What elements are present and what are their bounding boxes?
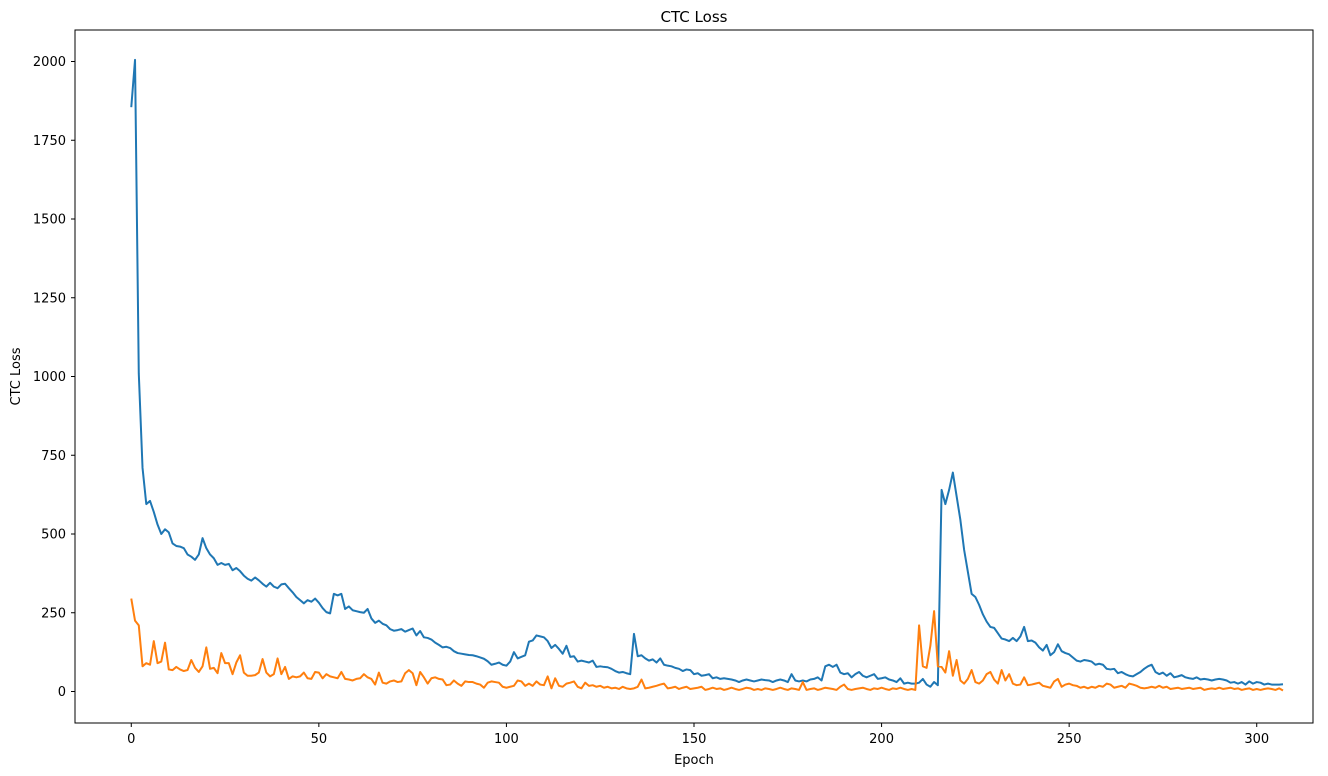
x-axis: 0 50 100 150 200 250 300	[127, 723, 1269, 747]
x-axis-label: Epoch	[674, 753, 714, 768]
series-line-1	[130, 58, 1284, 688]
x-tick-label: 300	[1244, 732, 1269, 747]
y-tick-label: 0	[58, 685, 66, 700]
y-axis: 0 250 500 750 1000 1250 1500 1750 2000	[33, 55, 75, 700]
y-tick-label: 1500	[33, 213, 66, 228]
x-tick-label: 50	[311, 732, 328, 747]
y-axis-label: CTC Loss	[9, 347, 24, 405]
chart-title: CTC Loss	[661, 8, 728, 26]
series-line-2	[130, 598, 1284, 692]
x-tick-label: 150	[682, 732, 707, 747]
y-tick-label: 1000	[33, 370, 66, 385]
y-tick-label: 750	[41, 449, 66, 464]
y-tick-label: 1250	[33, 291, 66, 306]
x-tick-label: 200	[869, 732, 894, 747]
x-tick-label: 0	[127, 732, 135, 747]
y-tick-label: 1750	[33, 134, 66, 149]
plot-frame	[74, 29, 1314, 724]
y-tick-label: 250	[41, 606, 66, 621]
y-tick-label: 500	[41, 528, 66, 543]
y-tick-label: 2000	[33, 55, 66, 70]
x-tick-label: 100	[494, 732, 519, 747]
plot-area	[130, 58, 1284, 692]
x-tick-label: 250	[1057, 732, 1082, 747]
